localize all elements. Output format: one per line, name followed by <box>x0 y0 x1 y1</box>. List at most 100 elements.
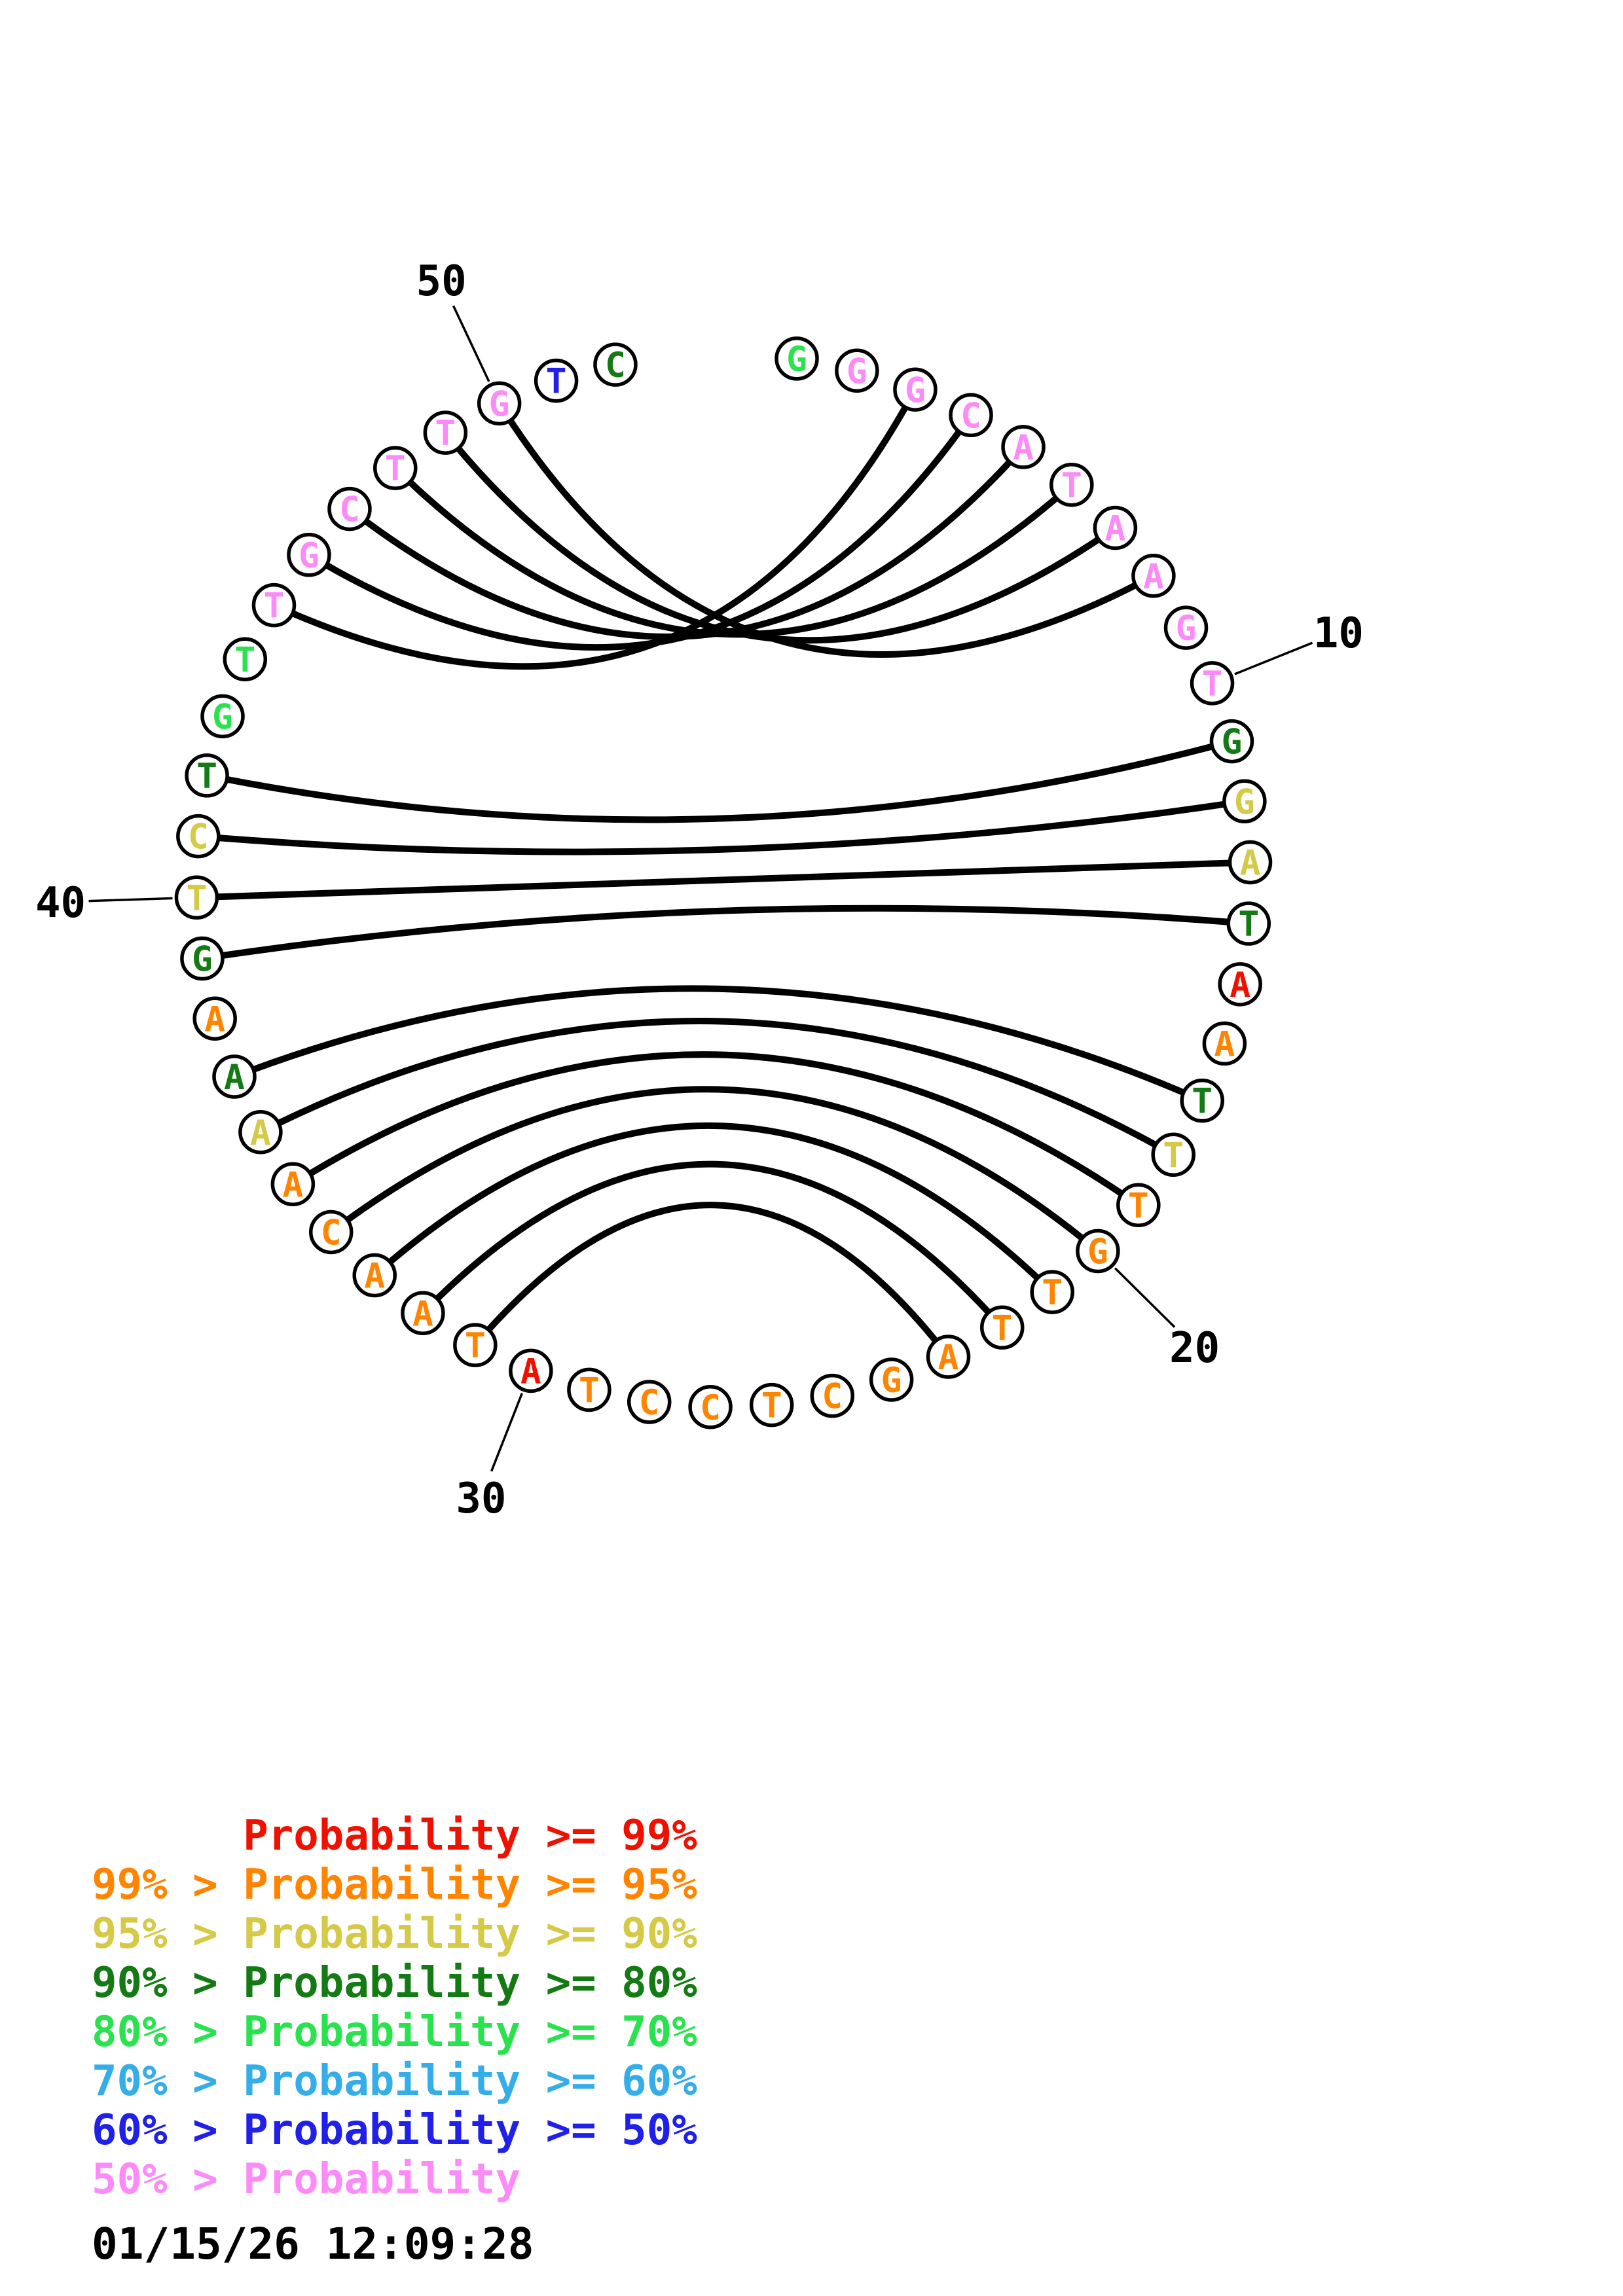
nucleotide-circle <box>180 936 225 981</box>
nucleotide-base: A <box>938 1338 959 1378</box>
nucleotide-circle <box>1001 425 1046 469</box>
nucleotide-circle <box>327 486 372 531</box>
nucleotide-circle <box>567 1367 611 1412</box>
base-pair-arc <box>233 985 1204 1104</box>
nucleotide-base: G <box>905 370 926 410</box>
probability-legend: Probability >= 99% 99% > Probability >= … <box>92 1812 697 2204</box>
base-pair-arc <box>420 1160 1005 1330</box>
nucleotide-circle <box>688 1385 733 1429</box>
nucleotide-base: T <box>465 1326 486 1366</box>
nucleotide-base: A <box>250 1113 271 1153</box>
nucleotide-base: A <box>520 1352 541 1391</box>
nucleotide-base: G <box>212 697 233 737</box>
nucleotide-base: A <box>204 999 225 1039</box>
nucleotide-circle <box>270 1162 316 1207</box>
nucleotide-base: T <box>264 586 285 626</box>
nucleotide-base: G <box>489 385 510 425</box>
legend-row-70: 80% > Probability >= 70% <box>92 2008 697 2056</box>
nucleotide-circle <box>174 875 219 920</box>
nucleotide-base: A <box>1143 557 1164 597</box>
nucleotide-base: T <box>234 640 255 680</box>
nucleotide-circle <box>926 1335 971 1379</box>
nucleotide-circle <box>223 637 268 681</box>
nucleotide-circle <box>1093 505 1138 550</box>
nucleotide-circle <box>1228 840 1273 885</box>
base-pair-arc <box>202 905 1249 962</box>
nucleotide-circle <box>212 1054 257 1099</box>
nucleotide-circle <box>401 1291 445 1336</box>
nucleotide-circle <box>308 1210 354 1255</box>
nucleotide-circle <box>534 358 579 403</box>
legend-row-80: 90% > Probability >= 80% <box>92 1959 697 2007</box>
nucleotide-circle <box>749 1382 794 1427</box>
legend-row-95: 99% > Probability >= 95% <box>92 1861 697 1909</box>
nucleotide-circle <box>453 1323 498 1367</box>
nucleotide-base: C <box>321 1213 342 1253</box>
nucleotide-base: C <box>639 1383 660 1423</box>
nucleotide-base: T <box>546 362 567 402</box>
nucleotide-base: G <box>1222 723 1243 762</box>
nucleotide-base: A <box>1230 965 1250 1005</box>
legend-row-below-50: 50% > Probability <box>92 2155 521 2204</box>
nucleotide-circle <box>627 1380 672 1424</box>
nucleotide-circle <box>593 342 638 387</box>
nucleotide-circle <box>423 410 468 455</box>
nucleotide-circle <box>192 996 237 1041</box>
nucleotide-circle <box>1180 1078 1224 1123</box>
nucleotide-base: T <box>435 414 456 454</box>
nucleotide-circle <box>1209 719 1254 764</box>
position-leader-line <box>1234 641 1313 675</box>
base-pair-arc <box>206 738 1233 823</box>
position-label: 30 <box>456 1475 506 1523</box>
base-pair-arc <box>472 1202 951 1359</box>
nucleotide-circle <box>1163 605 1209 650</box>
base-pair-arc <box>198 798 1245 855</box>
nucleotide-circle <box>869 1357 914 1402</box>
nucleotide-circle <box>775 336 819 381</box>
nucleotide-base: T <box>186 878 207 918</box>
nucleotide-base: G <box>1234 782 1255 822</box>
nucleotide-base: T <box>992 1308 1013 1348</box>
timestamp: 01/15/26 12:09:28 <box>92 2219 534 2269</box>
legend-row-60: 70% > Probability >= 60% <box>92 2057 697 2106</box>
legend-row-90: 95% > Probability >= 90% <box>92 1910 697 1958</box>
nucleotide-base: G <box>299 536 319 576</box>
legend-row-99: Probability >= 99% <box>92 1812 697 1860</box>
nucleotide-base: G <box>1087 1232 1108 1272</box>
nucleotide-circle <box>373 446 418 490</box>
base-pair-arc <box>259 1018 1175 1158</box>
nucleotide-circle <box>949 393 993 438</box>
nucleotide-circle <box>176 814 221 859</box>
legend-row-50: 60% > Probability >= 50% <box>92 2106 697 2155</box>
position-leader-line <box>1114 1267 1176 1328</box>
nucleotide-circle <box>835 348 879 393</box>
nucleotide-base: A <box>282 1165 303 1205</box>
nucleotide-circle <box>980 1305 1025 1350</box>
nucleotide-base: A <box>1013 428 1034 468</box>
base-pair-arc <box>291 1051 1140 1208</box>
nucleotide-base: T <box>1061 466 1082 506</box>
nucleotide-base: A <box>364 1257 385 1297</box>
nucleotide-base: C <box>605 346 626 386</box>
nucleotide-circle <box>238 1109 283 1155</box>
nucleotide-base: T <box>1163 1136 1184 1175</box>
nucleotide-base: G <box>192 940 213 980</box>
nucleotide-base: C <box>822 1377 843 1417</box>
nucleotide-base: C <box>188 817 209 857</box>
nucleotide-base: G <box>1176 609 1197 649</box>
nucleotide-circle <box>1151 1132 1195 1177</box>
nucleotide-circle <box>810 1373 855 1418</box>
nucleotide-base: T <box>1202 664 1223 704</box>
base-pair-arc <box>372 1122 1055 1295</box>
base-pair-arc <box>196 859 1250 901</box>
nucleotide-circle <box>1049 462 1094 507</box>
nucleotide-base: G <box>786 340 807 380</box>
position-label: 10 <box>1313 609 1364 658</box>
nucleotide-base: C <box>700 1388 721 1428</box>
nucleotide-base: A <box>1214 1025 1235 1065</box>
base-pair-arc <box>329 1086 1101 1254</box>
position-label: 20 <box>1169 1324 1220 1372</box>
position-leader-line <box>88 897 173 903</box>
